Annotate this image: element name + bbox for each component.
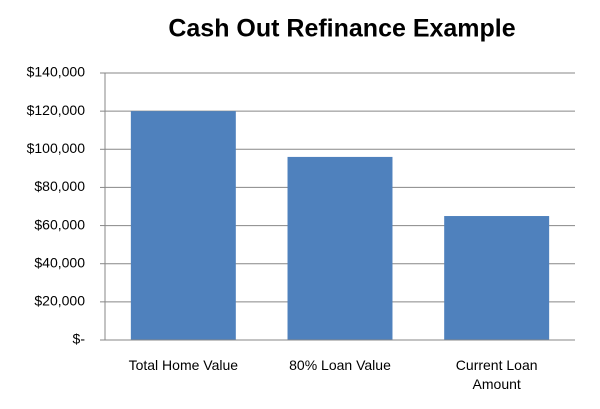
bar — [444, 216, 550, 340]
chart-title: Cash Out Refinance Example — [168, 15, 515, 43]
y-tick-label: $40,000 — [34, 254, 85, 270]
x-tick-label: Total Home Value — [128, 357, 239, 373]
bar — [130, 111, 236, 341]
y-tick-label: $140,000 — [27, 64, 86, 80]
x-tick-label: Current Loan Amount — [455, 357, 538, 392]
y-tick-label: $20,000 — [34, 293, 85, 309]
x-tick-label: 80% Loan Value — [289, 357, 391, 373]
y-tick-label: $120,000 — [27, 102, 86, 118]
y-tick-label: $60,000 — [34, 216, 85, 232]
y-tick-label: $- — [73, 331, 86, 347]
y-tick-label: $80,000 — [34, 178, 85, 194]
y-tick-label: $100,000 — [27, 140, 86, 156]
bar — [287, 156, 393, 340]
